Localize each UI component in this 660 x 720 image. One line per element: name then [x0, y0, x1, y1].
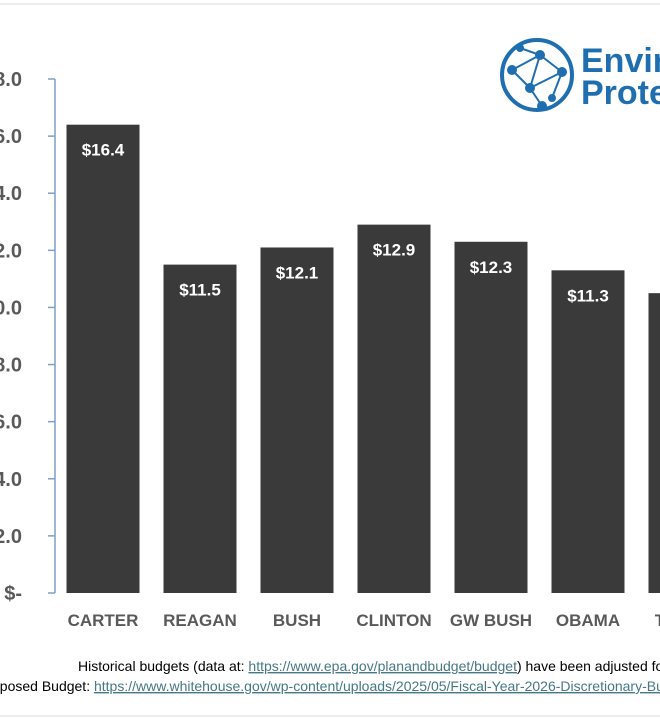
value-label: $12.9: [373, 241, 416, 260]
footnote-text: Proposed Budget:: [0, 678, 94, 694]
x-tick-label: CLINTON: [356, 611, 431, 630]
y-tick-label: $10.0: [0, 297, 22, 319]
y-tick-label: $18.0: [0, 69, 22, 91]
logo-line1: Environmental: [581, 42, 660, 80]
bar: [357, 224, 431, 593]
bar: [66, 124, 140, 593]
x-tick-label: OBAMA: [556, 611, 620, 630]
x-tick-label: CARTER: [68, 611, 139, 630]
bar: [163, 264, 237, 593]
bar: [551, 270, 625, 593]
y-tick-label: $2.0: [0, 526, 22, 548]
x-tick-label: REAGAN: [163, 611, 237, 630]
bar: [260, 247, 334, 593]
y-tick-label: $12.0: [0, 240, 22, 262]
x-tick-label: TRUMP: [655, 611, 660, 630]
bar: [648, 293, 660, 593]
x-tick-label: GW BUSH: [450, 611, 532, 630]
bar: [454, 241, 528, 593]
y-tick-label: $-: [4, 583, 22, 605]
y-tick-label: $8.0: [0, 355, 22, 377]
x-tick-label: BUSH: [273, 611, 321, 630]
footnote-text: ) have been adjusted for inflation.: [517, 658, 660, 674]
footnote: Historical budgets (data at: https://www…: [78, 658, 660, 674]
y-tick-label: $14.0: [0, 183, 22, 205]
footnote-link[interactable]: https://www.epa.gov/planandbudget/budget: [248, 658, 517, 674]
y-tick-label: $6.0: [0, 412, 22, 434]
value-label: $12.1: [276, 263, 319, 282]
value-label: $16.4: [82, 141, 125, 160]
value-label: $12.3: [470, 258, 513, 277]
value-label: $11.3: [567, 286, 609, 305]
logo-line2: Protection Agency: [581, 74, 660, 112]
value-label: $11.5: [179, 281, 221, 300]
footnote-text: Historical budgets (data at:: [78, 658, 248, 674]
footnote-link[interactable]: https://www.whitehouse.gov/wp-content/up…: [94, 678, 660, 694]
footnote: Proposed Budget: https://www.whitehouse.…: [0, 678, 660, 694]
logo: Environmental Protection Agency: [500, 38, 660, 112]
y-tick-label: $4.0: [0, 469, 22, 491]
logo-network: [507, 44, 567, 111]
logo-globe: [500, 38, 574, 112]
y-tick-label: $16.0: [0, 126, 22, 148]
